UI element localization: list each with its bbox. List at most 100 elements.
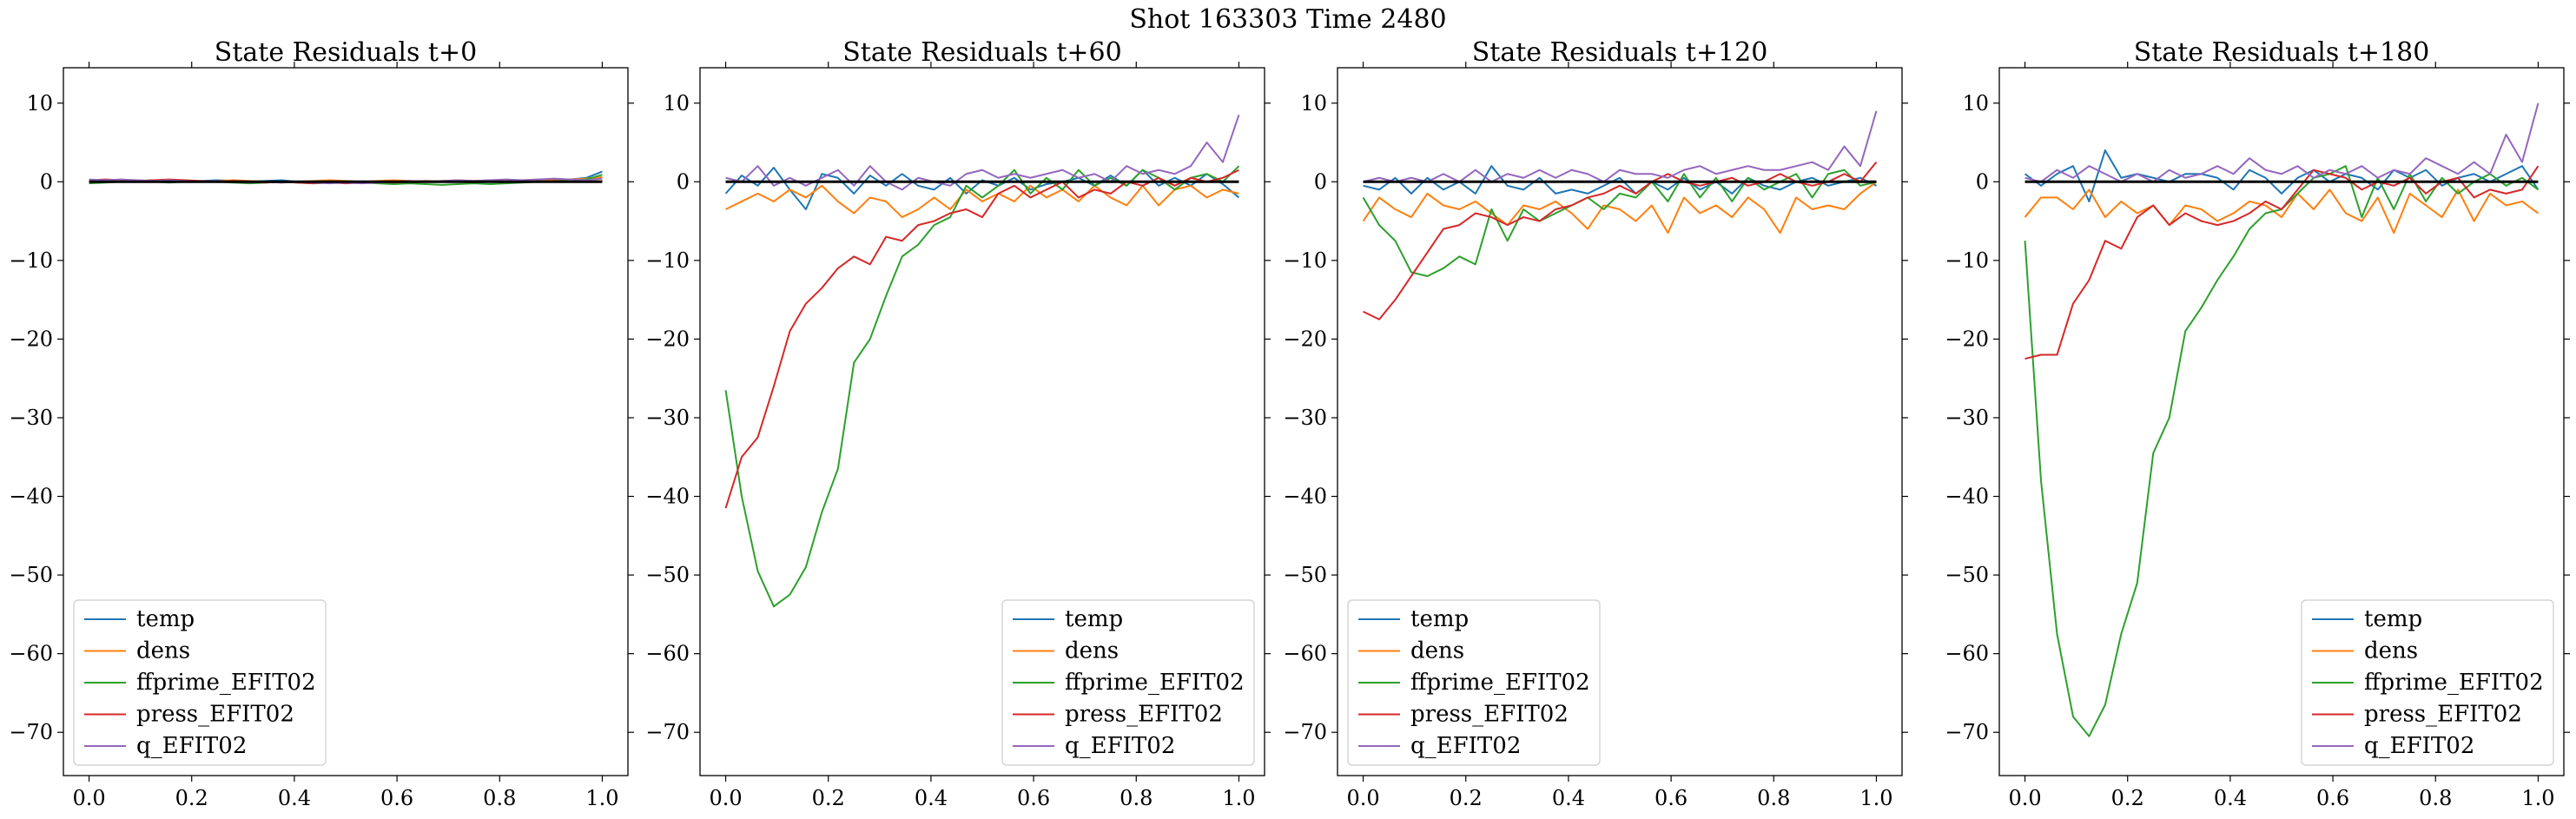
x-tick-label: 1.0 — [2521, 786, 2554, 810]
y-tick-label: 0 — [40, 169, 53, 194]
y-tick-label: 10 — [1962, 91, 1989, 116]
figure-suptitle: Shot 163303 Time 2480 — [1129, 4, 1446, 35]
legend-label-temp: temp — [2364, 606, 2422, 632]
y-tick-label: −30 — [645, 406, 690, 430]
legend-label-ffprime_EFIT02: ffprime_EFIT02 — [1410, 670, 1590, 696]
legend-label-dens: dens — [1410, 638, 1464, 664]
series-line-q_EFIT02 — [1363, 110, 1878, 183]
x-tick-label: 1.0 — [1222, 786, 1255, 810]
y-tick-label: −10 — [1945, 248, 1989, 273]
series-line-temp — [2024, 149, 2540, 202]
panel-3: State Residuals t+180 10 0 −10 −20 −30 −40 −50 −… — [1945, 37, 2570, 810]
y-tick-label: −20 — [1945, 327, 1989, 351]
y-tick-label: −40 — [645, 485, 690, 509]
x-tick-label: 0.2 — [2111, 786, 2144, 810]
x-tick-label: 1.0 — [585, 786, 618, 810]
panel-title: State Residuals t+60 — [842, 37, 1121, 68]
x-tick-label: 0.8 — [483, 786, 516, 810]
legend-box — [73, 599, 327, 766]
legend-label-ffprime_EFIT02: ffprime_EFIT02 — [2364, 670, 2544, 696]
legend-label-q_EFIT02: q_EFIT02 — [2364, 733, 2474, 759]
legend-label-temp: temp — [136, 606, 195, 632]
panel-1: State Residuals t+60 10 0 −10 −20 −30 −40 −50 −6… — [645, 37, 1271, 810]
chart-panels: State Residuals t+0 10 0 −10 −20 −30 −40 −50 −60… — [9, 37, 2570, 810]
y-tick-label: −60 — [1283, 642, 1327, 666]
x-tick-label: 0.8 — [1757, 786, 1790, 810]
y-tick-label: −30 — [1283, 406, 1327, 430]
panel-title: State Residuals t+120 — [1472, 37, 1768, 68]
series-line-q_EFIT02 — [2024, 102, 2540, 183]
y-tick-label: −70 — [9, 720, 53, 744]
y-tick-label: −70 — [1283, 720, 1327, 744]
y-tick-label: −70 — [1945, 720, 1989, 744]
y-tick-label: −20 — [1283, 327, 1327, 351]
legend-label-q_EFIT02: q_EFIT02 — [1410, 733, 1521, 759]
x-tick-label: 0.2 — [1450, 786, 1483, 810]
x-tick-label: 0.8 — [2419, 786, 2452, 810]
series-line-press_EFIT02 — [2024, 165, 2540, 360]
series-line-ffprime_EFIT02 — [1362, 168, 1877, 277]
axes-frame — [63, 67, 629, 776]
panel-2: State Residuals t+120 10 0 −10 −20 −30 −40 −50 −… — [1283, 37, 1908, 810]
x-tick-label: 1.0 — [1859, 786, 1892, 810]
x-tick-label: 0.6 — [380, 786, 413, 810]
legend-label-press_EFIT02: press_EFIT02 — [136, 702, 294, 728]
y-tick-label: −40 — [9, 485, 53, 509]
legend-label-ffprime_EFIT02: ffprime_EFIT02 — [136, 670, 316, 696]
y-tick-label: −40 — [1945, 485, 1989, 509]
series-line-ffprime_EFIT02 — [724, 165, 1240, 608]
y-tick-label: −60 — [9, 642, 53, 666]
legend: temp dens ffprime_EFIT02 press_EFIT02 q_EFIT… — [1347, 599, 1601, 766]
x-tick-label: 0.0 — [2008, 786, 2041, 810]
axes-frame — [699, 67, 1265, 776]
y-tick-label: 10 — [26, 91, 53, 116]
y-tick-label: −60 — [645, 642, 690, 666]
x-tick-label: 0.2 — [812, 786, 845, 810]
legend-box — [1347, 599, 1601, 766]
legend-label-temp: temp — [1410, 606, 1469, 632]
panel-title: State Residuals t+180 — [2134, 37, 2430, 68]
x-tick-label: 0.4 — [2214, 786, 2247, 810]
legend-label-press_EFIT02: press_EFIT02 — [2364, 702, 2522, 728]
series-line-dens — [1362, 181, 1878, 234]
x-tick-label: 0.0 — [1346, 786, 1379, 810]
y-tick-label: −70 — [645, 720, 690, 744]
legend-label-q_EFIT02: q_EFIT02 — [1065, 733, 1175, 759]
legend-box — [2301, 599, 2554, 766]
y-tick-label: 0 — [1976, 169, 1989, 194]
legend-label-q_EFIT02: q_EFIT02 — [136, 733, 247, 759]
x-tick-label: 0.8 — [1120, 786, 1153, 810]
y-tick-label: −50 — [9, 563, 53, 587]
panel-title: State Residuals t+0 — [215, 37, 477, 68]
series-line-dens — [725, 184, 1239, 219]
x-tick-label: 0.4 — [1552, 786, 1585, 810]
legend-label-dens: dens — [136, 638, 190, 664]
legend: temp dens ffprime_EFIT02 press_EFIT02 q_EFIT… — [2301, 599, 2554, 766]
legend-label-dens: dens — [2364, 638, 2418, 664]
y-tick-label: −50 — [1283, 563, 1327, 587]
x-tick-label: 0.4 — [278, 786, 311, 810]
x-tick-label: 0.0 — [709, 786, 742, 810]
y-tick-label: −60 — [1945, 642, 1989, 666]
y-tick-label: −10 — [645, 248, 690, 273]
legend-label-dens: dens — [1065, 638, 1119, 664]
y-tick-label: 10 — [1300, 91, 1327, 116]
y-tick-label: −50 — [645, 563, 690, 587]
series-line-q_EFIT02 — [725, 115, 1240, 191]
y-tick-label: −20 — [645, 327, 690, 351]
legend: temp dens ffprime_EFIT02 press_EFIT02 q_EFIT… — [73, 599, 327, 766]
legend: temp dens ffprime_EFIT02 press_EFIT02 q_EFIT… — [1001, 599, 1255, 766]
legend-box — [1001, 599, 1255, 766]
y-tick-label: 10 — [663, 91, 690, 116]
series-line-dens — [2024, 188, 2540, 234]
legend-label-temp: temp — [1065, 606, 1123, 632]
panel-0: State Residuals t+0 10 0 −10 −20 −30 −40 −50 −60… — [9, 37, 634, 810]
axes-frame — [1337, 67, 1903, 776]
legend-label-press_EFIT02: press_EFIT02 — [1410, 702, 1569, 728]
y-tick-label: −10 — [1283, 248, 1327, 273]
series-line-press_EFIT02 — [1363, 162, 1878, 320]
y-tick-label: 0 — [677, 169, 690, 194]
series-line-temp — [1363, 165, 1877, 195]
